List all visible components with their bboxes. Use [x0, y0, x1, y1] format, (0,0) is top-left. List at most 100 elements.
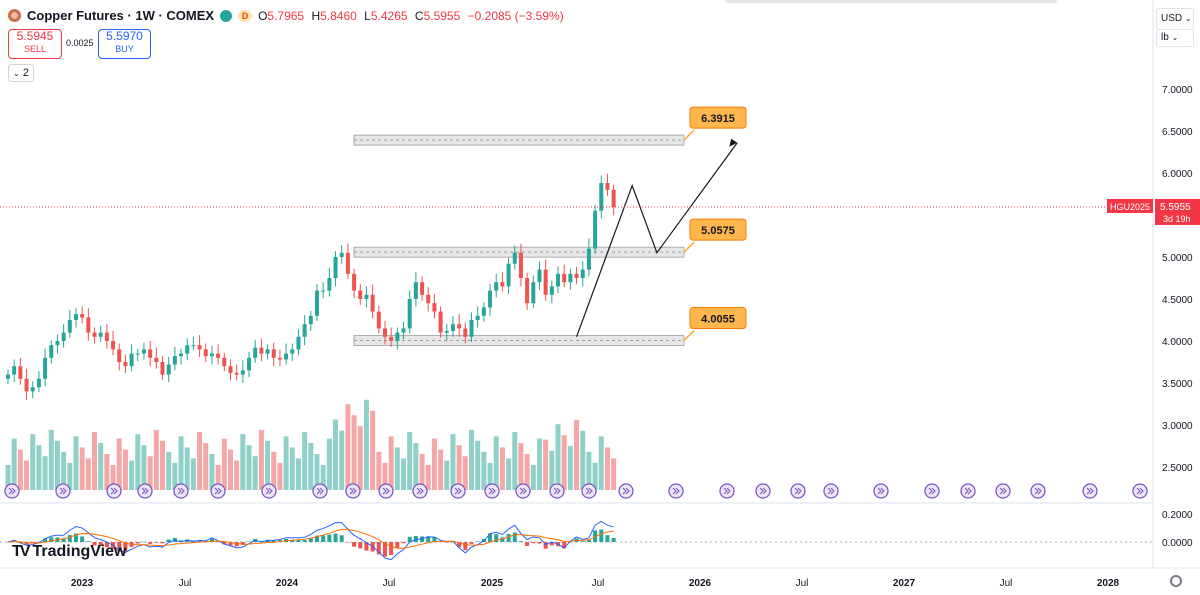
candle-body	[599, 183, 604, 211]
candle-body	[160, 362, 165, 375]
volume-bar	[277, 462, 283, 490]
macd-histogram-bar	[234, 542, 239, 547]
volume-bar	[388, 436, 394, 490]
symbol-header: Copper Futures · 1W · COMEX D O5.7965 H5…	[8, 8, 568, 23]
macd-histogram-bar	[117, 542, 122, 552]
macd-histogram-bar	[160, 542, 165, 544]
candle-body	[370, 294, 375, 312]
candle-body	[154, 357, 159, 362]
price-tick-label: 3.0000	[1162, 421, 1193, 432]
volume-bar	[147, 456, 153, 490]
candle-body	[450, 324, 455, 331]
macd-histogram-bar	[154, 542, 159, 543]
macd-histogram-bar	[599, 529, 604, 542]
candle-body	[135, 353, 140, 355]
macd-histogram-bar	[407, 536, 412, 542]
sell-button[interactable]: 5.5945 SELL	[8, 29, 62, 59]
ohlc-high-value: 5.8460	[320, 8, 357, 23]
time-tick-label: 2024	[276, 578, 299, 589]
buy-price: 5.5970	[106, 29, 143, 43]
candle-body	[73, 314, 78, 320]
macd-histogram-bar	[611, 537, 616, 542]
candle-body	[438, 311, 443, 333]
volume-bar	[425, 465, 431, 490]
ohlc-open-label: O	[258, 8, 268, 23]
candle-body	[549, 286, 554, 295]
last-price-box	[1155, 198, 1200, 225]
volume-bar	[611, 458, 617, 490]
volume-bar	[30, 434, 36, 490]
candle-body	[315, 290, 319, 316]
level-label: 4.0055	[701, 314, 735, 326]
volume-bar	[98, 443, 104, 490]
candle-body	[488, 290, 493, 308]
volume-bar	[221, 438, 227, 490]
candle-body	[222, 357, 227, 367]
macd-histogram-bar	[80, 536, 85, 542]
top-scroll-bar[interactable]	[725, 0, 1057, 3]
macd-histogram-bar	[240, 542, 245, 545]
candle-body	[209, 353, 214, 357]
event-arrow-icon	[519, 487, 527, 495]
volume-bar	[92, 432, 98, 490]
macd-histogram-bar	[568, 541, 573, 543]
candle-body	[469, 320, 474, 337]
macd-histogram-bar	[450, 541, 455, 543]
volume-bar	[580, 430, 586, 490]
macd-histogram-bar	[179, 540, 184, 542]
buy-button[interactable]: 5.5970 BUY	[98, 29, 151, 59]
candle-body	[382, 328, 387, 337]
price-tick-label: 4.5000	[1162, 295, 1193, 306]
volume-bar	[61, 451, 67, 490]
volume-bar	[314, 454, 320, 490]
indicators-toggle[interactable]: ⌄ 2	[8, 64, 34, 82]
candle-body	[308, 315, 313, 325]
symbol-title[interactable]: Copper Futures · 1W · COMEX	[27, 8, 215, 23]
event-arrow-icon	[488, 487, 496, 495]
unit-select[interactable]: lb ⌄	[1156, 29, 1194, 47]
volume-bar	[604, 447, 610, 490]
candle-body	[345, 252, 350, 274]
event-arrow-icon	[8, 487, 16, 495]
time-tick-label: 2025	[481, 578, 504, 589]
candle-body	[228, 366, 233, 373]
currency-select[interactable]: USD ⌄	[1156, 8, 1194, 30]
gear-icon[interactable]	[1170, 575, 1182, 587]
event-arrow-icon	[316, 487, 324, 495]
tradingview-logo[interactable]: TV TradingView	[12, 543, 126, 561]
candle-body	[61, 332, 66, 341]
macd-histogram-bar	[382, 542, 387, 557]
level-label-box	[689, 307, 747, 330]
event-arrow-icon	[585, 487, 593, 495]
macd-histogram-bar	[166, 539, 171, 542]
volume-bar	[469, 429, 474, 490]
macd-histogram-bar	[24, 542, 29, 545]
macd-histogram-bar	[98, 542, 103, 547]
candle-body	[352, 273, 357, 291]
event-arrow-icon	[1136, 487, 1144, 495]
volume-bar	[153, 429, 159, 490]
macd-histogram-bar	[49, 537, 54, 542]
candle-body	[55, 341, 60, 346]
volume-bar	[271, 451, 277, 490]
macd-histogram-bar	[605, 535, 610, 542]
candle-body	[364, 294, 369, 299]
candle-body	[247, 357, 252, 371]
candle-body	[148, 349, 153, 358]
event-arrow-icon	[265, 487, 273, 495]
event-arrow-icon	[110, 487, 118, 495]
time-tick-label: 2026	[689, 578, 712, 589]
candle-body	[80, 314, 85, 318]
delayed-data-badge[interactable]: D	[238, 9, 253, 22]
candle-body	[284, 353, 289, 360]
macd-histogram-bar	[36, 541, 41, 543]
candle-body	[49, 345, 54, 358]
projection-path	[575, 142, 738, 338]
macd-histogram-bar	[531, 542, 536, 544]
candle-body	[506, 263, 511, 287]
time-tick-label: Jul	[796, 578, 809, 589]
macd-histogram-bar	[73, 533, 78, 542]
macd-histogram-bar	[512, 532, 517, 542]
event-arrow-icon	[214, 487, 222, 495]
